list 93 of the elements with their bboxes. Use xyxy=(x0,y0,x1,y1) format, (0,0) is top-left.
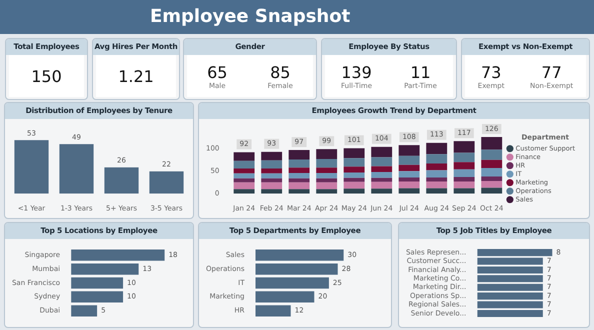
bar xyxy=(288,159,310,168)
bar xyxy=(344,178,365,182)
bar xyxy=(344,166,365,172)
bar xyxy=(344,188,365,194)
data-label: 65 xyxy=(207,62,228,82)
bar xyxy=(454,181,475,188)
bar xyxy=(59,144,94,194)
bar xyxy=(426,164,448,170)
bar xyxy=(316,159,338,168)
bar xyxy=(371,157,392,166)
bar xyxy=(371,188,392,194)
bar xyxy=(344,148,365,158)
bar xyxy=(288,168,310,173)
bar xyxy=(149,171,184,194)
bar xyxy=(481,137,502,150)
bar xyxy=(454,188,475,194)
bar xyxy=(316,149,338,160)
bar xyxy=(316,189,338,194)
data-label: 150 xyxy=(31,66,62,86)
bar xyxy=(261,178,282,182)
bar xyxy=(261,182,282,190)
bar xyxy=(344,158,365,167)
bar xyxy=(426,142,448,154)
bar xyxy=(288,189,310,194)
bar xyxy=(261,152,282,160)
bar xyxy=(426,154,448,164)
bar xyxy=(398,188,420,194)
bar xyxy=(344,182,365,189)
bar xyxy=(261,189,282,194)
bar xyxy=(71,263,139,275)
bar xyxy=(71,250,165,261)
bar xyxy=(104,167,139,194)
bar xyxy=(288,182,310,190)
bar xyxy=(234,152,255,161)
bar xyxy=(371,182,392,189)
bar xyxy=(481,150,502,160)
bar xyxy=(316,182,338,190)
bar xyxy=(255,305,291,316)
bar xyxy=(255,277,329,289)
bar xyxy=(481,176,502,182)
bar xyxy=(255,291,314,303)
bar xyxy=(454,169,475,177)
text: Employee Snapshot xyxy=(0,0,594,34)
bar xyxy=(371,178,392,182)
bar xyxy=(371,146,392,158)
bar xyxy=(14,140,49,194)
bar xyxy=(454,176,475,182)
bar xyxy=(234,189,255,194)
data-label: 85 xyxy=(269,62,292,82)
bar xyxy=(426,177,448,182)
bar xyxy=(398,164,420,172)
bar xyxy=(261,160,282,168)
data-label: 77 xyxy=(540,62,563,82)
bar xyxy=(398,181,420,188)
bar xyxy=(426,188,448,194)
bar xyxy=(316,172,338,178)
bar xyxy=(371,166,392,172)
bar xyxy=(288,172,310,178)
bar xyxy=(481,188,502,194)
bar xyxy=(481,168,502,177)
data-label: 139 xyxy=(341,62,372,82)
data-label: 1.21 xyxy=(118,66,154,86)
bar xyxy=(234,182,255,190)
bar xyxy=(454,152,475,162)
bar xyxy=(316,178,338,182)
bar xyxy=(426,170,448,178)
bar xyxy=(234,178,255,182)
bar xyxy=(398,156,420,165)
bar xyxy=(234,173,255,178)
data-label: 11 xyxy=(409,62,432,82)
bar xyxy=(481,181,502,188)
bar xyxy=(316,168,338,173)
bar xyxy=(398,145,420,156)
bar xyxy=(398,171,420,178)
bar xyxy=(71,291,124,303)
bar xyxy=(71,277,124,289)
bar xyxy=(288,150,310,160)
bar xyxy=(261,168,282,174)
bar xyxy=(261,173,282,178)
bar xyxy=(234,160,255,168)
bar xyxy=(288,178,310,182)
data-label: 73 xyxy=(480,62,502,82)
bar xyxy=(234,168,255,174)
bar xyxy=(255,263,338,275)
bar xyxy=(71,305,98,316)
bar xyxy=(255,250,344,261)
bar xyxy=(371,172,392,178)
bar xyxy=(398,177,420,182)
bar xyxy=(426,181,448,188)
bar xyxy=(454,141,475,153)
bar xyxy=(454,162,475,170)
bar xyxy=(481,160,502,168)
bar xyxy=(344,172,365,178)
